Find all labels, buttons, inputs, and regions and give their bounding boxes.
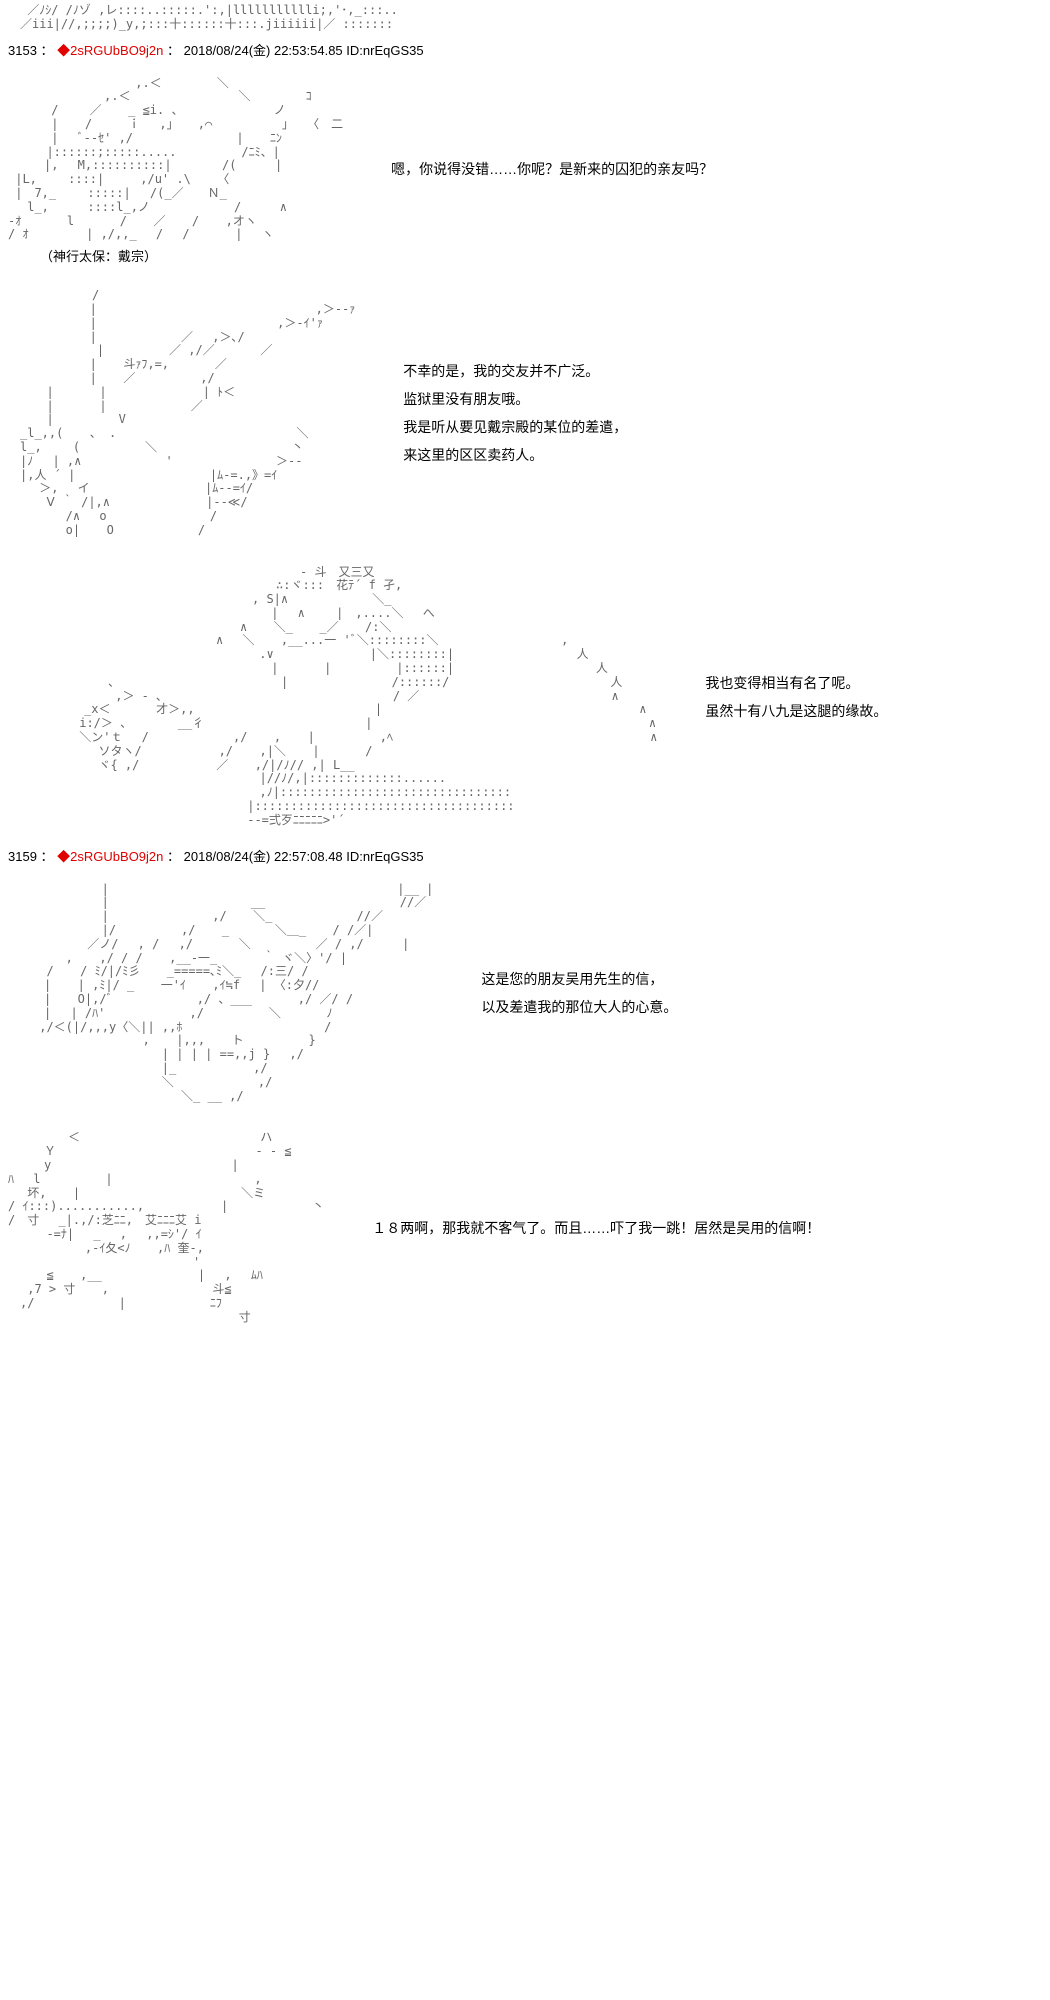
ascii-art-daizong-body: - 斗 又三又 ∴:ヾ::: 花ﾃ´ f 孑, , S|∧ ＼_ | ∧ | ,… — [40, 562, 665, 832]
post-header-3153: 3153 ： ◆2sRGUbBO9j2n ： 2018/08/24(金) 22:… — [0, 36, 1050, 63]
post-number: 3159 — [8, 849, 37, 864]
post-tripcode[interactable]: ◆2sRGUbBO9j2n — [57, 849, 163, 864]
separator: ： — [41, 849, 58, 864]
post-header-3159: 3159 ： ◆2sRGUbBO9j2n ： 2018/08/24(金) 22:… — [0, 842, 1050, 869]
ascii-art-merchant: / | ,＞--ｧ | ,＞-ｲ'ｧ | ／ ,＞､/ | ／ ,/／ ／ | … — [0, 285, 363, 541]
dialogue-text: 我也变得相当有名了呢。虽然十有八九是这腿的缘故。 — [665, 669, 1050, 725]
dialogue-text: 嗯，你说得没错……你呢？是新来的囚犯的亲友吗？ — [351, 155, 1050, 183]
dialogue-text: 这是您的朋友吴用先生的信，以及差遣我的那位大人的心意。 — [441, 965, 1050, 1021]
character-name-label: （神行太保：戴宗） — [0, 246, 351, 265]
story-panel-4: | |__ | | __ //／ | ,/ ＼_ //／ |/ ,/ _ ＼＿_… — [0, 869, 1050, 1118]
dialogue-text: １８两啊，那我就不客气了。而且……吓了我一跳！居然是吴用的信啊！ — [332, 1214, 1050, 1242]
post-id: ID:nrEqGS35 — [346, 43, 423, 58]
post-date: 2018/08/24(金) 22:53:54.85 — [184, 43, 343, 58]
separator: ： — [41, 43, 58, 58]
dialogue-text: 不幸的是，我的交友并不广泛。监狱里没有朋友哦。我是听从要见戴宗殿的某位的差遣，来… — [363, 357, 1050, 469]
ascii-art-daizong-reaction: ＜ ハ Ｙ - - ≦ y | ﾊ l | , 坏, | ＼ミ / ｲ:::).… — [0, 1127, 332, 1328]
separator: ： — [167, 43, 184, 58]
post-id: ID:nrEqGS35 — [346, 849, 423, 864]
post-date: 2018/08/24(金) 22:57:08.48 — [184, 849, 343, 864]
post-tripcode[interactable]: ◆2sRGUbBO9j2n — [57, 43, 163, 58]
separator: ： — [167, 849, 184, 864]
ascii-art-daizong-face: ,.＜ ＼ ,.＜ ＼ ｺ / ／ _ ≦i. 、 ノ | / ｉ ,」 ,⌒ … — [0, 73, 351, 247]
story-panel-2: / | ,＞--ｧ | ,＞-ｲ'ｧ | ／ ,＞､/ | ／ ,/／ ／ | … — [0, 275, 1050, 551]
story-panel-1: ,.＜ ＼ ,.＜ ＼ ｺ / ／ _ ≦i. 、 ノ | / ｉ ,」 ,⌒ … — [0, 63, 1050, 276]
post-number: 3153 — [8, 43, 37, 58]
story-panel-3: - 斗 又三又 ∴:ヾ::: 花ﾃ´ f 孑, , S|∧ ＼_ | ∧ | ,… — [0, 552, 1050, 842]
ascii-art-fragment-top: ／ﾉｼ/ /ﾉゾ ,レ::::..:::::.':,|llllllllllli;… — [0, 0, 1050, 36]
story-panel-5: ＜ ハ Ｙ - - ≦ y | ﾊ l | , 坏, | ＼ミ / ｲ:::).… — [0, 1117, 1050, 1338]
ascii-art-merchant-letter: | |__ | | __ //／ | ,/ ＼_ //／ |/ ,/ _ ＼＿_… — [0, 879, 441, 1108]
